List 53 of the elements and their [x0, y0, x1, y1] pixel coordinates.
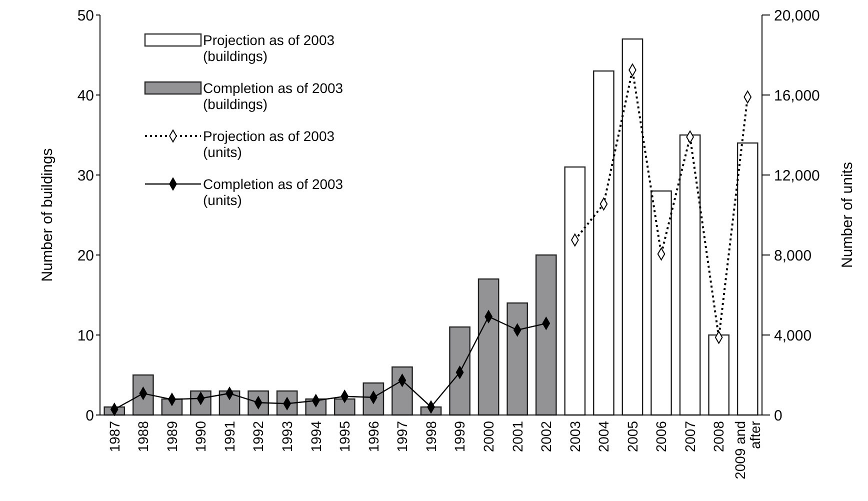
x-tick-label: 2006 — [653, 420, 670, 452]
x-tick-label: 2001 — [509, 420, 526, 452]
y2-tick-label: 8,000 — [774, 247, 812, 264]
x-tick-label: 1988 — [135, 420, 152, 452]
x-tick-label: 1987 — [106, 420, 122, 452]
y-tick-label: 30 — [77, 167, 94, 184]
x-tick-label: 1995 — [336, 420, 353, 452]
x-tick-label: 2004 — [596, 420, 612, 452]
x-tick-label: 1989 — [164, 420, 180, 452]
x-tick-label: 2000 — [480, 420, 496, 452]
y-tick-label: 0 — [86, 407, 94, 424]
bar — [535, 254, 557, 416]
x-tick-label: 1997 — [394, 420, 410, 452]
y-tick-label: 50 — [77, 7, 94, 24]
legend-label: Completion as of 2003 (units) — [203, 176, 344, 208]
y-tick-label: 40 — [77, 87, 94, 104]
x-tick-label: 2008 — [710, 420, 727, 452]
bar — [650, 190, 672, 416]
bar — [506, 302, 528, 416]
y2-tick-label: 4,000 — [774, 327, 812, 344]
bar — [593, 70, 614, 416]
x-tick-label: 2007 — [682, 420, 698, 452]
y-tick-label: 20 — [77, 247, 94, 264]
y2-tick-label: 16,000 — [774, 87, 820, 104]
bar — [392, 366, 413, 416]
x-tick-label: 2003 — [566, 420, 583, 452]
legend-label: Completion as of 2003 (buildings) — [203, 80, 344, 112]
x-tick-label: 1991 — [221, 420, 238, 452]
y-tick-label: 10 — [77, 327, 94, 344]
bar — [132, 374, 154, 416]
y2-axis-title: Number of units — [839, 162, 856, 268]
bar — [736, 142, 758, 416]
legend-label: Projection as of 2003 (units) — [203, 128, 335, 160]
x-tick-label: 1994 — [308, 420, 324, 452]
legend-label: Projection as of 2003 (buildings) — [203, 32, 335, 64]
bar — [564, 166, 586, 416]
y2-tick-label: 12,000 — [774, 167, 820, 184]
x-tick-label: 1993 — [278, 420, 295, 452]
x-tick-label: 2009 and after — [732, 420, 764, 480]
x-tick-label: 1999 — [452, 420, 468, 452]
x-tick-label: 1990 — [192, 420, 209, 452]
x-tick-label: 2002 — [538, 420, 554, 452]
x-tick-label: 1998 — [422, 420, 439, 452]
y-axis-title: Number of buildings — [39, 148, 56, 282]
bar — [622, 38, 644, 416]
y2-tick-label: 20,000 — [774, 7, 820, 24]
x-tick-label: 1996 — [365, 420, 382, 452]
bar — [334, 398, 356, 416]
bar — [449, 326, 470, 416]
x-tick-label: 2005 — [624, 420, 640, 452]
bar — [478, 278, 500, 416]
x-tick-label: 1992 — [250, 420, 266, 452]
y2-tick-label: 0 — [774, 407, 782, 424]
